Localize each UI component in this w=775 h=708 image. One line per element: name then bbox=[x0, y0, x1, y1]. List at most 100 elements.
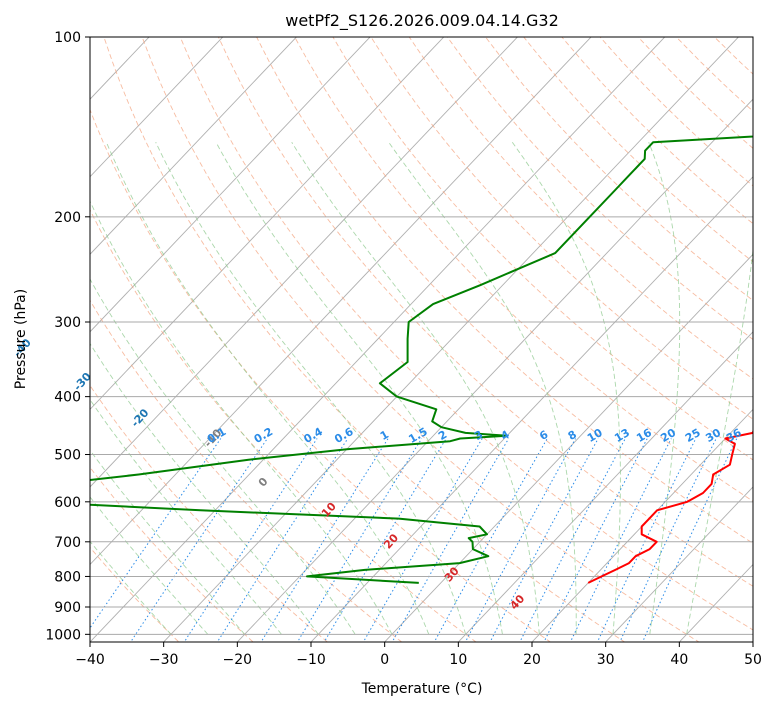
mixing-ratio-line bbox=[129, 438, 268, 642]
moist-adiabat-line bbox=[686, 246, 753, 635]
moist-adiabat-line bbox=[90, 278, 356, 635]
y-tick-label: 600 bbox=[54, 495, 81, 511]
mixing-ratio-label: 1 bbox=[378, 428, 391, 443]
dry-adiabat-line bbox=[217, 37, 753, 587]
moist-adiabat-line bbox=[90, 449, 245, 635]
isotherm-line bbox=[90, 37, 666, 642]
dry-adiabat-label: 40 bbox=[507, 592, 527, 612]
mixing-ratio-line bbox=[323, 438, 447, 642]
mixing-ratio-line bbox=[391, 438, 510, 642]
x-tick-label: −40 bbox=[75, 652, 105, 668]
isotherm-line bbox=[90, 37, 298, 255]
pressure-gridlines bbox=[90, 37, 753, 635]
dry-adiabat-line bbox=[103, 37, 626, 642]
isotherm-line bbox=[90, 37, 445, 411]
isotherm-line bbox=[163, 37, 740, 642]
y-axis-ticks: 100 200 300 400 500 600 700 800 900 1000 bbox=[45, 30, 90, 643]
x-axis-ticks: −40 −30 −20 −10 0 10 20 30 40 50 bbox=[75, 642, 762, 668]
reference-line-labels: -100-90-80-70-60-50-40-30-20-10010203040… bbox=[11, 336, 744, 612]
mixing-ratio-label: 8 bbox=[566, 428, 579, 443]
isotherm-line bbox=[605, 486, 753, 642]
isotherm-line bbox=[384, 253, 753, 642]
x-tick-label: 50 bbox=[744, 652, 762, 668]
x-tick-label: 10 bbox=[449, 652, 467, 668]
moist-adiabat-line bbox=[291, 141, 540, 635]
plot-frame bbox=[89, 36, 754, 643]
dry-adiabat-line bbox=[90, 208, 477, 642]
mixing-ratio-line bbox=[619, 438, 717, 642]
mixing-ratio-label: 0.4 bbox=[302, 425, 326, 446]
moist-adiabat-line bbox=[90, 496, 209, 635]
mixing-ratio-label: 4 bbox=[499, 428, 512, 443]
dewpoint-profile-line bbox=[90, 135, 753, 584]
x-tick-label: −30 bbox=[149, 652, 179, 668]
moist-adiabat-line bbox=[388, 141, 577, 635]
dry-adiabat-line bbox=[714, 37, 753, 75]
moist-adiabat-line bbox=[90, 398, 282, 635]
y-tick-label: 300 bbox=[54, 315, 81, 331]
isotherm-line bbox=[90, 37, 224, 178]
dry-adiabat-line bbox=[294, 37, 753, 502]
y-tick-label: 200 bbox=[54, 210, 81, 226]
moist-adiabat-line bbox=[648, 142, 681, 635]
mixing-ratio-line bbox=[519, 438, 626, 642]
y-tick-label: 500 bbox=[54, 448, 81, 464]
moist-adiabat-line bbox=[90, 342, 319, 635]
dry-adiabat-line bbox=[370, 37, 753, 420]
dry-adiabat-line bbox=[90, 384, 329, 642]
dry-adiabat-line bbox=[752, 37, 753, 38]
mixing-ratio-line bbox=[296, 438, 423, 642]
dry-adiabat-label: 0 bbox=[256, 475, 271, 490]
dry-adiabat-line bbox=[637, 37, 753, 149]
x-tick-label: −20 bbox=[223, 652, 253, 668]
mixing-ratio-line bbox=[596, 438, 697, 642]
x-tick-label: 20 bbox=[523, 652, 541, 668]
dry-adiabat-line bbox=[408, 37, 753, 380]
mixing-ratio-label: 16 bbox=[634, 426, 654, 445]
isotherm-line bbox=[90, 37, 519, 488]
dry-adiabat-line bbox=[90, 466, 254, 642]
mixing-ratio-label: 0.2 bbox=[252, 425, 275, 446]
moist-adiabat-line bbox=[511, 141, 621, 635]
dry-adiabat-line bbox=[141, 37, 700, 642]
x-tick-label: 0 bbox=[380, 652, 389, 668]
mixing-ratio-line bbox=[569, 438, 672, 642]
dry-adiabat-line bbox=[485, 37, 753, 301]
x-axis-label: Temperature (°C) bbox=[361, 681, 483, 697]
dry-adiabat-line bbox=[332, 37, 753, 461]
background-reference-lines bbox=[90, 37, 753, 642]
moist-adiabat-line bbox=[105, 142, 430, 635]
isotherm-line bbox=[752, 641, 753, 642]
moist-adiabat-line bbox=[155, 142, 467, 635]
mixing-ratio-line bbox=[260, 438, 389, 642]
mixing-ratio-line bbox=[489, 438, 599, 642]
x-tick-label: 40 bbox=[670, 652, 688, 668]
y-tick-label: 400 bbox=[54, 390, 81, 406]
dry-adiabat-label: 30 bbox=[442, 564, 462, 584]
mixing-ratio-label: 13 bbox=[612, 426, 632, 445]
moist-adiabat-line bbox=[90, 200, 393, 635]
y-tick-label: 100 bbox=[54, 30, 81, 46]
mixing-ratio-line bbox=[90, 438, 222, 629]
y-axis-label: Pressure (hPa) bbox=[13, 289, 29, 389]
chart-title: wetPf2_S126.2026.009.04.14.G32 bbox=[285, 11, 559, 31]
isotherm-line bbox=[310, 176, 753, 642]
mixing-ratio-line bbox=[433, 438, 548, 642]
isotherm-line bbox=[90, 37, 592, 566]
dry-adiabat-line bbox=[90, 546, 180, 642]
mixing-ratio-label: 3 bbox=[472, 428, 485, 443]
temperature-profile-line bbox=[587, 428, 753, 584]
mixing-ratio-line bbox=[464, 438, 577, 642]
y-tick-label: 1000 bbox=[45, 627, 81, 643]
mixing-ratio-label: 25 bbox=[683, 426, 703, 445]
dry-adiabat-line bbox=[90, 108, 552, 642]
mixing-ratio-label: 30 bbox=[703, 426, 723, 445]
mixing-ratio-line bbox=[362, 438, 483, 642]
mixing-ratio-label: 6 bbox=[537, 428, 550, 443]
isotherm-line bbox=[457, 331, 753, 642]
y-tick-label: 900 bbox=[54, 600, 81, 616]
x-tick-label: 30 bbox=[597, 652, 615, 668]
sounding-profiles bbox=[90, 135, 753, 584]
dry-adiabat-line bbox=[90, 299, 403, 642]
